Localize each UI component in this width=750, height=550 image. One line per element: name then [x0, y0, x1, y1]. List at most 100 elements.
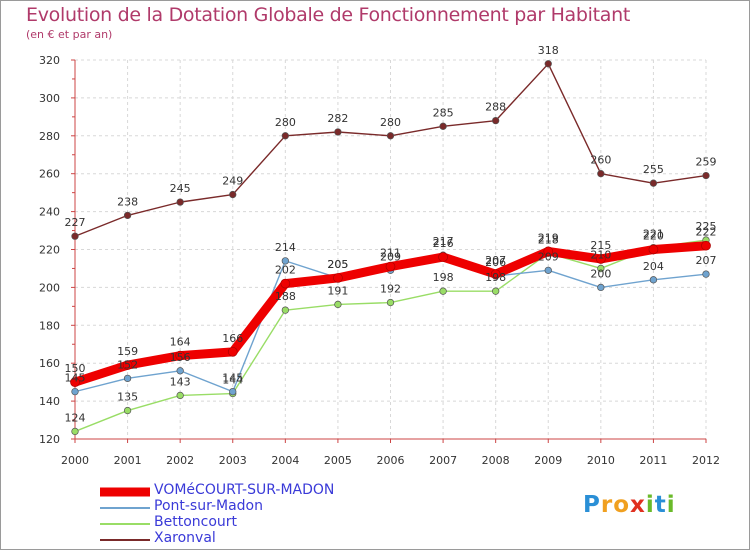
data-label: 218: [538, 233, 559, 246]
data-point: [701, 240, 711, 251]
data-point: [702, 270, 710, 278]
data-label: 166: [222, 332, 243, 345]
data-point: [229, 190, 237, 199]
data-label: 209: [380, 250, 401, 263]
data-point: [71, 387, 79, 396]
data-point: [386, 132, 395, 140]
data-label: 221: [643, 228, 664, 241]
x-tick-label: 2007: [429, 454, 457, 467]
y-tick-label: 300: [39, 92, 60, 105]
y-tick-label: 240: [39, 206, 60, 219]
x-tick-label: 2002: [166, 454, 194, 467]
logo-letter: r: [600, 492, 614, 518]
data-point: [597, 170, 605, 178]
line-chart: 120 140 160 180 200 220 240 260 280 300 320 2000 200…: [39, 44, 720, 467]
data-point: [702, 171, 710, 180]
x-tick-label: 2011: [639, 454, 667, 467]
logo-letter: P: [583, 492, 601, 518]
data-point: [122, 360, 133, 370]
data-point: [176, 391, 184, 400]
data-label: 202: [275, 264, 296, 277]
data-label: 164: [170, 336, 191, 349]
series-line: [74, 254, 707, 393]
data-label: 282: [327, 112, 348, 125]
y-tick-label: 140: [39, 395, 60, 408]
data-label: 249: [222, 175, 243, 188]
series-lines: [70, 60, 711, 436]
x-tick-label: 2005: [324, 454, 352, 467]
data-point: [543, 246, 554, 257]
legend: VOMéCOURT-SUR-MADON Pont-sur-Madon Betto…: [100, 482, 400, 548]
y-tick-label: 320: [39, 54, 60, 67]
x-tick-label: 2004: [271, 454, 299, 467]
legend-item-vomecourt[interactable]: VOMéCOURT-SUR-MADON: [100, 482, 400, 500]
data-label: 215: [590, 239, 611, 252]
data-point: [597, 283, 605, 292]
y-tick-label: 220: [39, 244, 60, 257]
legend-item-xaronval[interactable]: Xaronval: [100, 530, 400, 548]
y-tick-label: 160: [39, 357, 60, 370]
data-label: 207: [485, 254, 506, 267]
data-label: 152: [117, 358, 138, 371]
data-label: 209: [538, 250, 559, 263]
data-point: [227, 346, 238, 357]
data-label: 191: [327, 284, 348, 297]
y-tick-label: 260: [39, 168, 60, 181]
data-point: [280, 278, 291, 289]
y-tick-label: 200: [39, 281, 60, 294]
axes: 120 140 160 180 200 220 240 260 280 300 320 2000 200…: [39, 54, 720, 467]
data-point: [648, 244, 659, 255]
legend-item-bettoncourt[interactable]: Bettoncourt: [100, 514, 400, 532]
data-point: [597, 264, 605, 273]
data-point: [439, 122, 447, 130]
data-label: 150: [65, 362, 86, 375]
legend-label: VOMéCOURT-SUR-MADON: [154, 482, 335, 498]
logo-letter: i: [666, 492, 676, 518]
data-label: 144: [222, 374, 243, 387]
logo-letter: x: [630, 492, 646, 518]
data-label: 159: [117, 345, 138, 358]
data-label: 205: [327, 258, 348, 271]
data-label: 222: [696, 226, 717, 239]
data-point: [334, 128, 342, 136]
data-point: [595, 254, 606, 264]
data-point: [281, 257, 289, 265]
data-label: 225: [696, 220, 717, 233]
legend-swatch: [100, 539, 150, 541]
data-point: [492, 116, 500, 125]
data-label: 255: [643, 163, 664, 176]
data-label: 207: [696, 254, 717, 267]
data-label: 280: [275, 116, 296, 129]
data-point: [123, 406, 132, 415]
data-label: 219: [538, 231, 559, 244]
logo-letter: t: [654, 492, 667, 518]
data-label: 206: [485, 256, 506, 269]
x-tick-label: 2008: [482, 454, 510, 467]
x-tick-label: 2001: [114, 454, 142, 467]
data-point: [333, 273, 343, 283]
data-label: 285: [433, 106, 454, 119]
data-label: 216: [433, 237, 454, 250]
data-label: 211: [380, 247, 401, 260]
data-label: 259: [696, 156, 717, 169]
data-point: [490, 269, 501, 279]
logo-letter: o: [613, 492, 631, 518]
data-point: [71, 427, 79, 436]
x-tick-label: 2009: [534, 454, 562, 467]
logo-letter: i: [645, 492, 655, 518]
y-tick-label: 120: [39, 433, 60, 446]
data-point: [386, 298, 395, 307]
data-point: [649, 276, 658, 284]
data-label: 238: [117, 195, 138, 208]
data-point: [123, 374, 132, 383]
data-label: 214: [275, 241, 296, 254]
data-label: 143: [170, 375, 191, 388]
data-point: [439, 287, 447, 295]
x-tick-label: 2012: [692, 454, 720, 467]
legend-item-pont-sur-madon[interactable]: Pont-sur-Madon: [100, 498, 400, 516]
data-label: 260: [590, 154, 611, 167]
data-point: [176, 198, 184, 206]
legend-label: Pont-sur-Madon: [154, 498, 263, 514]
chart-title: Evolution de la Dotation Globale de Fonc…: [26, 4, 631, 26]
data-point: [281, 306, 289, 314]
